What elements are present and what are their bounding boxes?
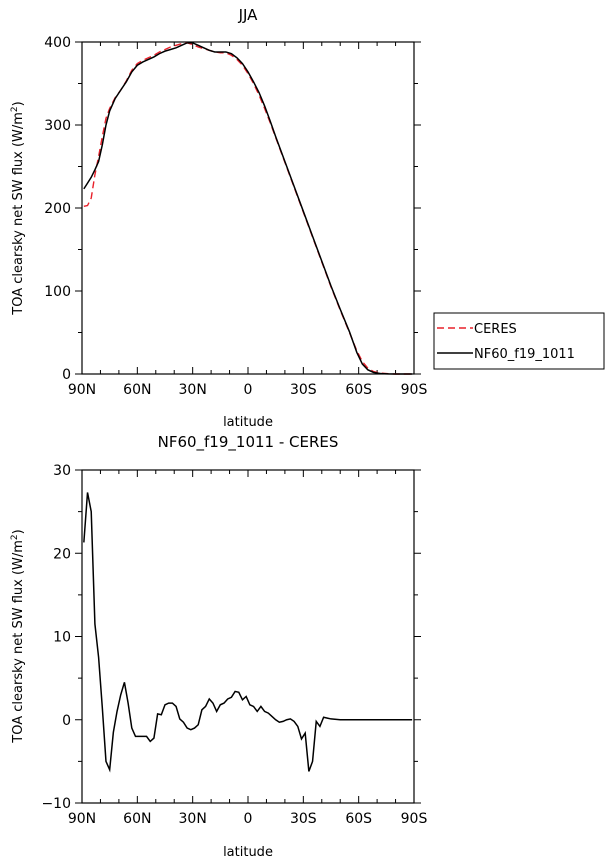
- series-line-ceres: [83, 42, 413, 375]
- chart-bottom-y-axis-label-text: TOA clearsky net SW flux (W/m: [11, 540, 26, 744]
- chart-bottom-title: NF60_f19_1011 - CERES: [158, 433, 339, 452]
- x-tick-label-2: 30N: [179, 811, 207, 827]
- y-tick-label-0: −10: [41, 796, 71, 812]
- chart-bottom-plot-frame: [81, 469, 415, 804]
- chart-top-tick-labels: 90N 60N 30N 0 30S 60S 90S 0 100 200 300 400: [44, 35, 427, 398]
- chart-top-y-axis-label: TOA clearsky net SW flux (W/m2): [10, 101, 26, 315]
- y-tick-label-2: 10: [53, 630, 71, 646]
- y-tick-label-0: 0: [62, 367, 71, 383]
- chart-top-y-axis-label-text: TOA clearsky net SW flux (W/m: [11, 112, 26, 316]
- y-tick-label-4: 400: [44, 35, 71, 51]
- y-tick-label-4: 30: [53, 463, 71, 479]
- y-tick-label-3: 300: [44, 118, 71, 134]
- chart-top-title: JJA: [238, 6, 259, 24]
- legend-label-nf60-f19-1011: NF60_f19_1011: [474, 347, 575, 362]
- legend-box: [433, 312, 605, 370]
- chart-bottom-y-axis-label-close: ): [11, 529, 26, 534]
- chart-bottom-y-axis-label-sup: 2: [10, 534, 20, 540]
- chart-bottom-x-axis-label: latitude: [223, 845, 273, 860]
- chart-top-ticks: [75, 41, 421, 375]
- chart-top-series-lines: [83, 42, 413, 375]
- series-line-nf60-f19-1011: [83, 42, 413, 375]
- x-tick-label-6: 90S: [401, 382, 428, 398]
- chart-bottom-tick-labels: 90N 60N 30N 0 30S 60S 90S −10 0 10 20 30: [41, 463, 427, 827]
- x-tick-label-3: 0: [244, 811, 253, 827]
- x-tick-label-1: 60N: [123, 382, 151, 398]
- x-tick-label-6: 90S: [401, 811, 428, 827]
- x-tick-label-5: 60S: [345, 382, 372, 398]
- chart-top-plot-frame: [81, 41, 415, 375]
- y-tick-label-3: 20: [53, 546, 71, 562]
- chart-top-legend: CERES NF60_f19_1011: [433, 312, 605, 370]
- legend-label-ceres: CERES: [474, 322, 517, 337]
- chart-top-y-axis-label-close: ): [11, 101, 26, 106]
- chart-bottom-panel: NF60_f19_1011 - CERES 90N 60N 30N 0 30S 60S 90…: [10, 433, 427, 860]
- chart-top-panel: JJA 90N 60N 30N 0 30S 60S 90S 0 100 200 300 400 lat…: [10, 6, 605, 430]
- chart-bottom-series-lines: [83, 492, 413, 773]
- x-tick-label-3: 0: [244, 382, 253, 398]
- x-tick-label-4: 30S: [290, 382, 317, 398]
- chart-top-y-axis-label-sup: 2: [10, 106, 20, 112]
- x-tick-label-5: 60S: [345, 811, 372, 827]
- x-tick-label-0: 90N: [68, 382, 96, 398]
- x-tick-label-4: 30S: [290, 811, 317, 827]
- chart-top-x-axis-label: latitude: [223, 415, 273, 430]
- y-tick-label-2: 200: [44, 201, 71, 217]
- chart-bottom-ticks: [75, 469, 421, 804]
- x-tick-label-2: 30N: [179, 382, 207, 398]
- y-tick-label-1: 100: [44, 284, 71, 300]
- series-line-difference: [83, 492, 413, 773]
- y-tick-label-1: 0: [62, 713, 71, 729]
- x-tick-label-1: 60N: [123, 811, 151, 827]
- chart-bottom-y-axis-label: TOA clearsky net SW flux (W/m2): [10, 529, 26, 743]
- x-tick-label-0: 90N: [68, 811, 96, 827]
